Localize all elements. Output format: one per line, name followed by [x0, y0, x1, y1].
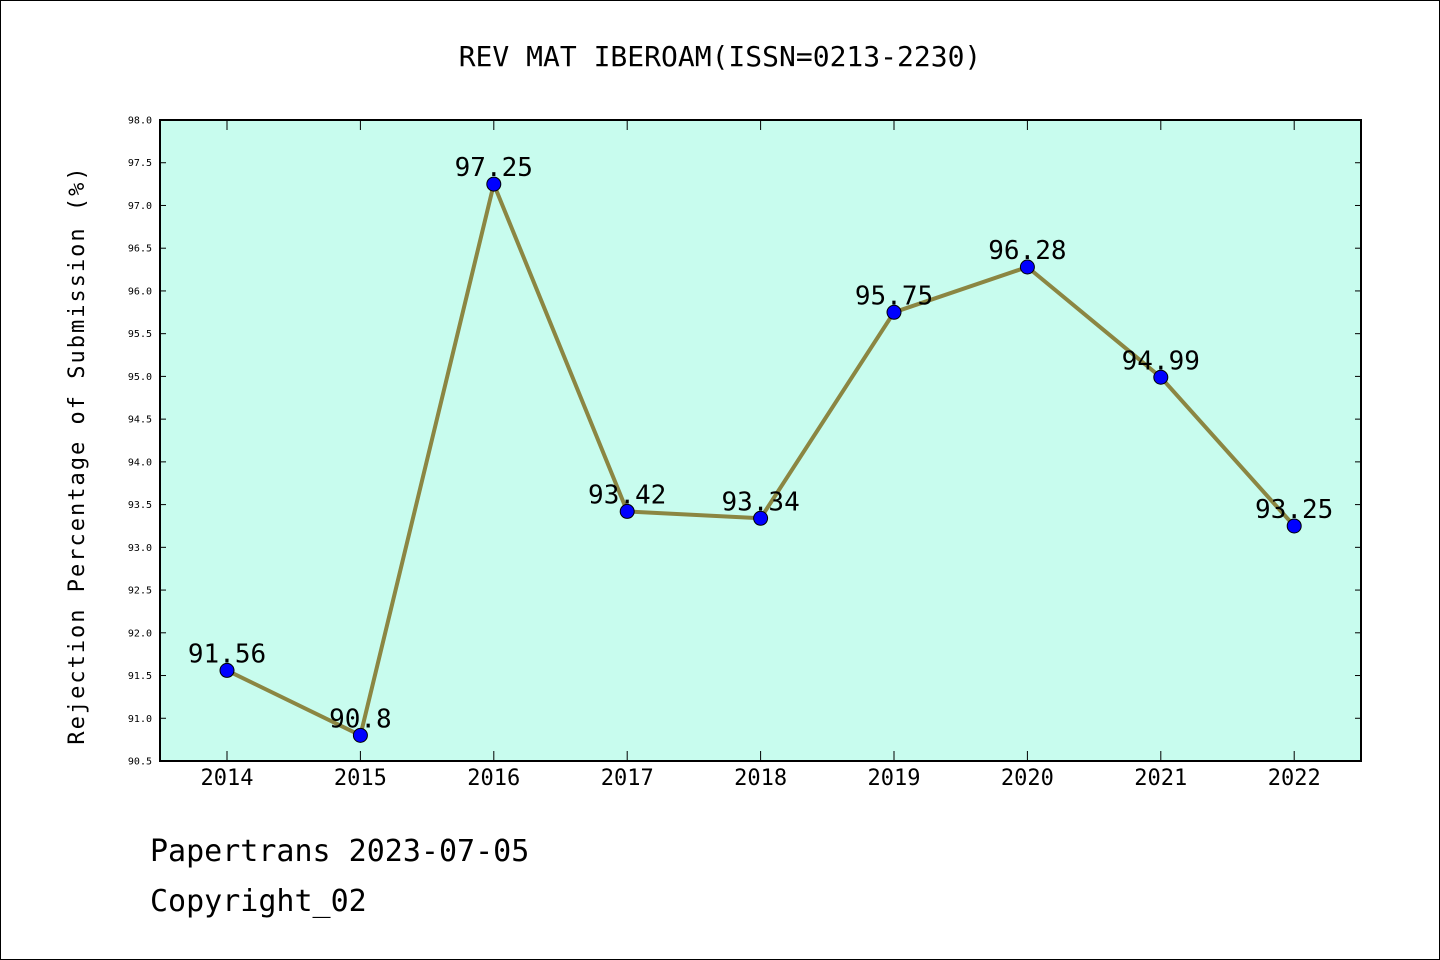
data-point	[1286, 518, 1302, 534]
data-point	[1019, 259, 1035, 275]
x-tick-label: 2022	[1268, 766, 1321, 791]
chart-title: REV MAT IBEROAM(ISSN=0213-2230)	[459, 40, 982, 73]
x-tick-label: 2021	[1134, 766, 1187, 791]
y-tick-label: 96.5	[128, 244, 152, 255]
data-label: 95.75	[855, 281, 933, 311]
y-tick-label: 92.0	[128, 628, 152, 639]
y-tick-label: 96.0	[128, 286, 152, 297]
x-tick-label: 2019	[868, 766, 921, 791]
y-tick-label: 94.0	[128, 457, 152, 468]
footer-copyright: Copyright_02	[150, 884, 367, 919]
x-tick-label: 2020	[1001, 766, 1054, 791]
x-axis: 2014 2015 2016 2017 2018 2019 2020 2021 2022	[201, 120, 1321, 791]
y-axis: 90.5 91.0 91.5 92.0 92.5 93.0 93.5 94.0 94.5 95.0…	[128, 116, 1361, 768]
data-label: 90.8	[329, 704, 392, 734]
y-tick-label: 95.0	[128, 372, 152, 383]
data-point	[886, 304, 902, 320]
plot-area	[160, 120, 1361, 761]
x-tick-label: 2016	[467, 766, 520, 791]
series-line-layer	[219, 176, 1302, 743]
y-tick-label: 92.5	[128, 586, 152, 597]
data-label: 96.28	[988, 236, 1066, 266]
data-label: 97.25	[455, 153, 533, 183]
y-tick-label: 98.0	[128, 116, 152, 127]
y-axis-label: Rejection Percentage of Submission (%)	[65, 165, 90, 744]
data-point	[486, 176, 502, 192]
x-tick-label: 2018	[734, 766, 787, 791]
y-tick-label: 90.5	[128, 757, 152, 768]
y-tick-label: 93.5	[128, 500, 152, 511]
data-label: 93.34	[721, 487, 799, 517]
y-tick-label: 91.0	[128, 714, 152, 725]
data-point	[1153, 369, 1169, 385]
y-tick-label: 95.5	[128, 329, 152, 340]
x-tick-label: 2014	[201, 766, 254, 791]
footer-date: Papertrans 2023-07-05	[150, 834, 530, 869]
y-tick-label: 94.5	[128, 415, 152, 426]
data-label: 94.99	[1122, 346, 1200, 376]
data-point	[219, 662, 235, 678]
data-point	[352, 727, 368, 743]
data-label-layer: 91.56 90.8 97.25 93.42 93.34 95.75 96.28 94.99 9…	[188, 153, 1333, 734]
data-label: 93.25	[1255, 495, 1333, 525]
data-point	[753, 510, 769, 526]
plot-border	[159, 119, 1362, 762]
data-label: 91.56	[188, 639, 266, 669]
y-tick-label: 93.0	[128, 543, 152, 554]
y-tick-label: 91.5	[128, 671, 152, 682]
x-tick-label: 2015	[334, 766, 387, 791]
y-tick-label: 97.0	[128, 201, 152, 212]
data-point	[619, 503, 635, 519]
y-tick-label: 97.5	[128, 158, 152, 169]
data-label: 93.42	[588, 480, 666, 510]
x-tick-label: 2017	[601, 766, 654, 791]
